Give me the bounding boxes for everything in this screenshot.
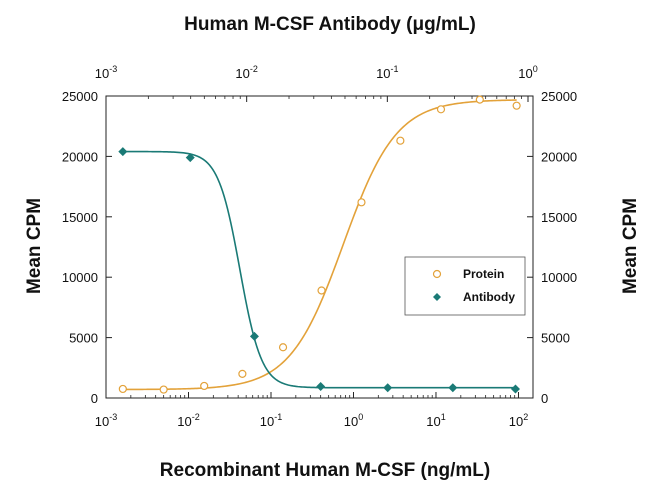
y-left-tick-label: 15000	[62, 210, 98, 225]
data-points	[118, 95, 521, 394]
x-top-tick-label: 10-2	[235, 64, 257, 81]
top-axis-title: Human M-CSF Antibody (μg/mL)	[184, 14, 476, 35]
y-right-tick-label: 15000	[541, 210, 577, 225]
x-tick-label: 102	[509, 412, 528, 429]
x-tick-label: 100	[344, 412, 363, 429]
y-axis-title-left: Mean CPM	[24, 198, 45, 294]
protein-data-point	[357, 198, 366, 207]
y-right-tick-label: 5000	[541, 331, 570, 346]
protein-data-point	[118, 384, 127, 394]
y-left-tick-label: 5000	[69, 331, 98, 346]
y-left-tick-label: 25000	[62, 89, 98, 104]
antibody-data-point	[118, 147, 128, 157]
x-axis-title: Recombinant Human M-CSF (ng/mL)	[160, 460, 490, 481]
protein-data-point	[436, 105, 446, 114]
fit-curves	[122, 99, 517, 391]
legend-antibody-marker	[433, 293, 441, 301]
antibody-data-point	[185, 153, 195, 163]
protein-fit-curve	[122, 99, 517, 391]
x-tick-label: 10-3	[95, 412, 117, 429]
legend-protein-marker	[432, 269, 442, 279]
antibody-data-point	[249, 331, 259, 341]
protein-data-point	[317, 286, 326, 295]
y-right-tick-label: 25000	[541, 89, 577, 104]
protein-data-point	[396, 136, 405, 145]
y-left-tick-label: 10000	[62, 270, 98, 285]
y-right-tick-label: 20000	[541, 149, 577, 164]
antibody-data-point	[383, 383, 393, 393]
legend-antibody-label: Antibody	[463, 290, 515, 304]
y-left-tick-label: 20000	[62, 149, 98, 164]
legend-box	[404, 256, 526, 316]
x-top-tick-label: 10-3	[95, 64, 117, 81]
antibody-data-point	[510, 384, 520, 394]
legend: Protein Antibody	[404, 256, 526, 316]
y-left-tick-label: 0	[91, 391, 98, 406]
y-right-tick-label: 0	[541, 391, 548, 406]
y-right-tick-label: 10000	[541, 270, 577, 285]
protein-data-point	[200, 381, 209, 391]
protein-data-point	[159, 385, 168, 394]
x-top-tick-label: 10-1	[376, 64, 398, 81]
plot-frame	[105, 95, 534, 399]
protein-data-point	[278, 343, 288, 352]
antibody-data-point	[316, 382, 326, 392]
legend-protein-label: Protein	[463, 267, 504, 281]
x-tick-label: 10-2	[177, 412, 199, 429]
protein-data-point	[475, 95, 484, 104]
x-tick-label: 101	[426, 412, 445, 429]
protein-data-point	[512, 101, 521, 110]
antibody-data-point	[448, 383, 458, 393]
x-top-tick-label: 100	[518, 64, 537, 81]
y-axis-title-right: Mean CPM	[620, 198, 641, 294]
x-tick-label: 10-1	[260, 412, 282, 429]
protein-data-point	[238, 369, 247, 378]
